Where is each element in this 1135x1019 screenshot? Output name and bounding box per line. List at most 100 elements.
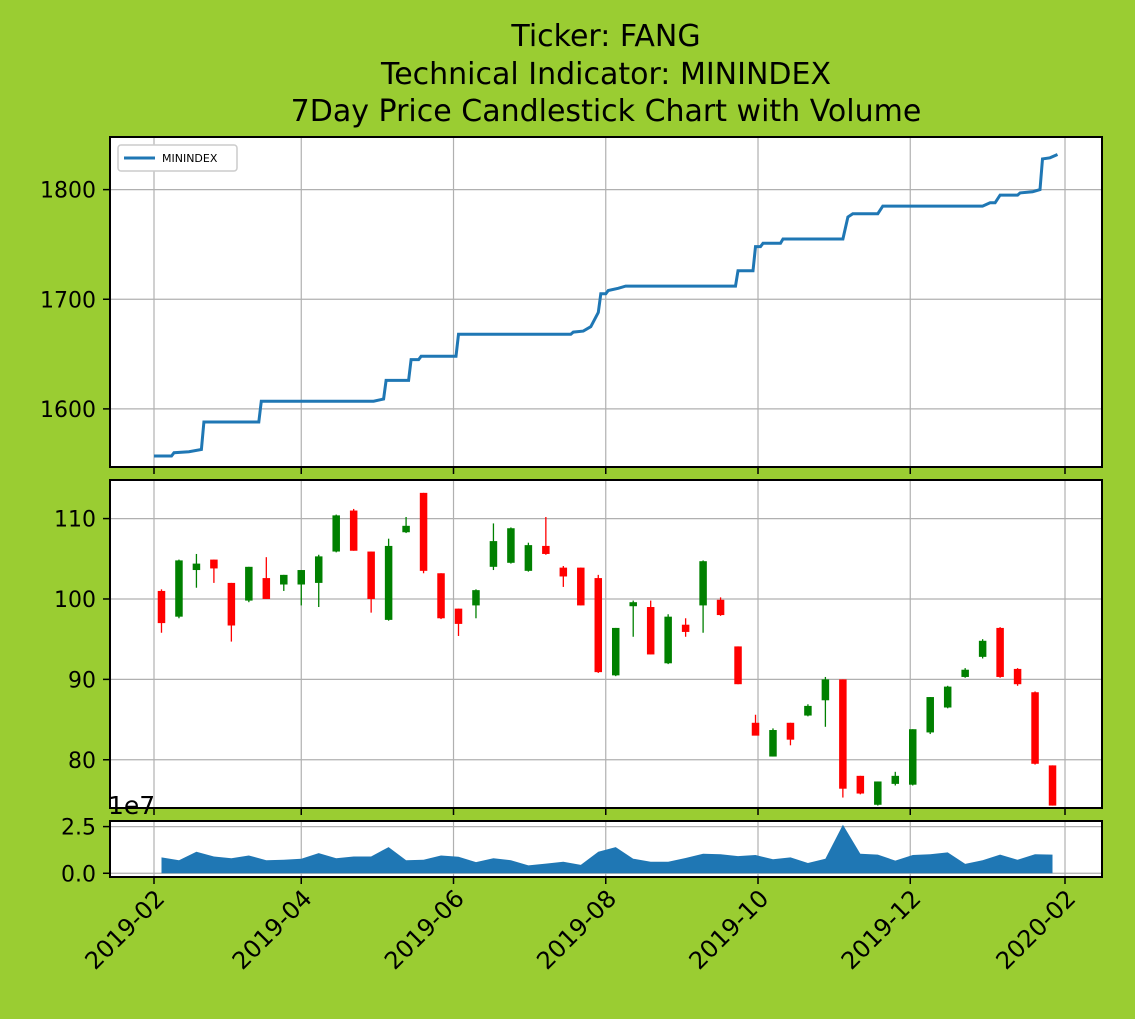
- candle-2019-11-18: [874, 781, 882, 806]
- candle-2019-10-07: [769, 728, 777, 757]
- candle-2019-02-25: [210, 559, 218, 583]
- candle-2019-04-15: [332, 514, 340, 553]
- candle-body: [664, 616, 672, 664]
- x-tick-label-3: 2019-08: [531, 884, 622, 975]
- candle-body: [437, 573, 445, 619]
- legend: MININDEX: [117, 144, 238, 172]
- candle-2019-07-15: [559, 566, 568, 587]
- candle-2019-05-27: [437, 573, 445, 620]
- candle-body: [961, 669, 969, 677]
- candle-body: [297, 570, 306, 585]
- price-y-tick-label-0: 80: [68, 749, 96, 774]
- candle-2019-09-02: [681, 618, 690, 637]
- title-line-indicator: Technical Indicator: MININDEX: [380, 57, 831, 92]
- candle-2019-02-11: [175, 559, 183, 619]
- x-tick-label-1: 2019-04: [227, 884, 318, 975]
- candle-body: [629, 602, 637, 607]
- candle-2019-10-21: [804, 704, 812, 717]
- candle-body: [874, 781, 882, 805]
- candle-body: [384, 545, 393, 620]
- candle-body: [227, 582, 236, 626]
- candle-body: [769, 730, 777, 757]
- candle-body: [699, 561, 707, 606]
- candle-2019-03-04: [227, 582, 236, 642]
- legend-box: [117, 144, 238, 172]
- candle-body: [891, 775, 900, 784]
- candle-body: [524, 545, 533, 571]
- candle-body: [716, 599, 725, 616]
- candle-body: [280, 574, 288, 585]
- candle-body: [594, 578, 603, 673]
- candle-2019-07-01: [524, 542, 533, 572]
- candle-2019-12-09: [926, 697, 934, 735]
- chart-title: Ticker: FANG Technical Indicator: MININD…: [291, 19, 922, 129]
- vol-y-tick-label-1: 2.5: [61, 816, 96, 841]
- candle-body: [245, 566, 253, 601]
- candle-2019-09-23: [734, 646, 742, 685]
- candle-body: [926, 697, 934, 733]
- candle-2019-04-29: [367, 551, 375, 613]
- price-y-axis: 80 90 100 110: [54, 508, 110, 774]
- candle-body: [577, 567, 585, 606]
- candle-2019-09-09: [699, 560, 707, 633]
- candle-2019-03-18: [262, 557, 271, 599]
- candle-body: [804, 705, 812, 716]
- candle-body: [996, 627, 1004, 677]
- ind-y-tick-label-1: 1700: [40, 288, 96, 313]
- candle-body: [559, 567, 568, 577]
- indicator-y-axis: 1600 1700 1800: [40, 179, 110, 423]
- candle-2019-11-11: [856, 775, 865, 795]
- candle-2019-12-30: [978, 639, 987, 659]
- candle-2019-09-16: [716, 597, 725, 616]
- candle-2019-10-28: [821, 676, 830, 727]
- candle-2019-05-13: [402, 516, 410, 534]
- candle-2020-01-13: [1013, 668, 1022, 686]
- candle-2019-06-03: [454, 608, 463, 636]
- candle-2019-08-26: [664, 614, 672, 665]
- candle-2019-07-29: [594, 574, 603, 673]
- candle-body: [262, 578, 271, 599]
- candle-2019-02-04: [157, 589, 166, 633]
- candle-body: [909, 729, 917, 785]
- candle-body: [821, 679, 830, 701]
- title-line-chart-type: 7Day Price Candlestick Chart with Volume: [291, 94, 922, 129]
- price-y-tick-label-3: 110: [54, 508, 96, 533]
- candle-2019-11-25: [891, 771, 900, 786]
- candle-2020-01-27: [1048, 765, 1057, 806]
- candle-2019-11-04: [839, 679, 847, 798]
- candle-body: [402, 525, 410, 533]
- candle-body: [472, 590, 480, 606]
- volume-area: [161, 824, 1053, 874]
- candle-2019-04-22: [349, 508, 358, 551]
- candle-body: [681, 624, 690, 632]
- vol-y-tick-label-0: 0.0: [61, 862, 96, 887]
- candle-body: [157, 590, 166, 624]
- candle-body: [978, 640, 987, 657]
- candle-body: [943, 686, 952, 708]
- candle-2019-03-25: [280, 574, 288, 591]
- candle-2019-12-02: [909, 729, 917, 786]
- candle-body: [751, 722, 760, 736]
- x-tick-label-2: 2019-06: [379, 884, 470, 975]
- price-panel: 80 90 100 110: [54, 479, 1103, 809]
- ind-y-tick-label-0: 1600: [40, 398, 96, 423]
- candle-2019-05-20: [419, 492, 428, 574]
- candle-2019-08-12: [629, 600, 637, 637]
- candle-2019-07-22: [577, 567, 585, 606]
- candle-body: [192, 563, 201, 571]
- candle-2019-12-16: [943, 685, 952, 709]
- candle-2019-03-11: [245, 566, 253, 603]
- x-tick-label-5: 2019-12: [836, 884, 927, 975]
- candle-body: [542, 545, 550, 554]
- candle-body: [332, 515, 340, 552]
- price-grid: [110, 480, 1102, 808]
- x-tick-label-6: 2020-02: [991, 884, 1082, 975]
- indicator-panel: 1600 1700 1800 MININDEX: [40, 136, 1103, 468]
- candle-body: [839, 679, 847, 789]
- candle-body: [314, 556, 323, 583]
- candle-body: [786, 722, 795, 740]
- candle-body: [367, 551, 375, 599]
- candle-2019-04-08: [314, 554, 323, 608]
- candle-body: [454, 608, 463, 624]
